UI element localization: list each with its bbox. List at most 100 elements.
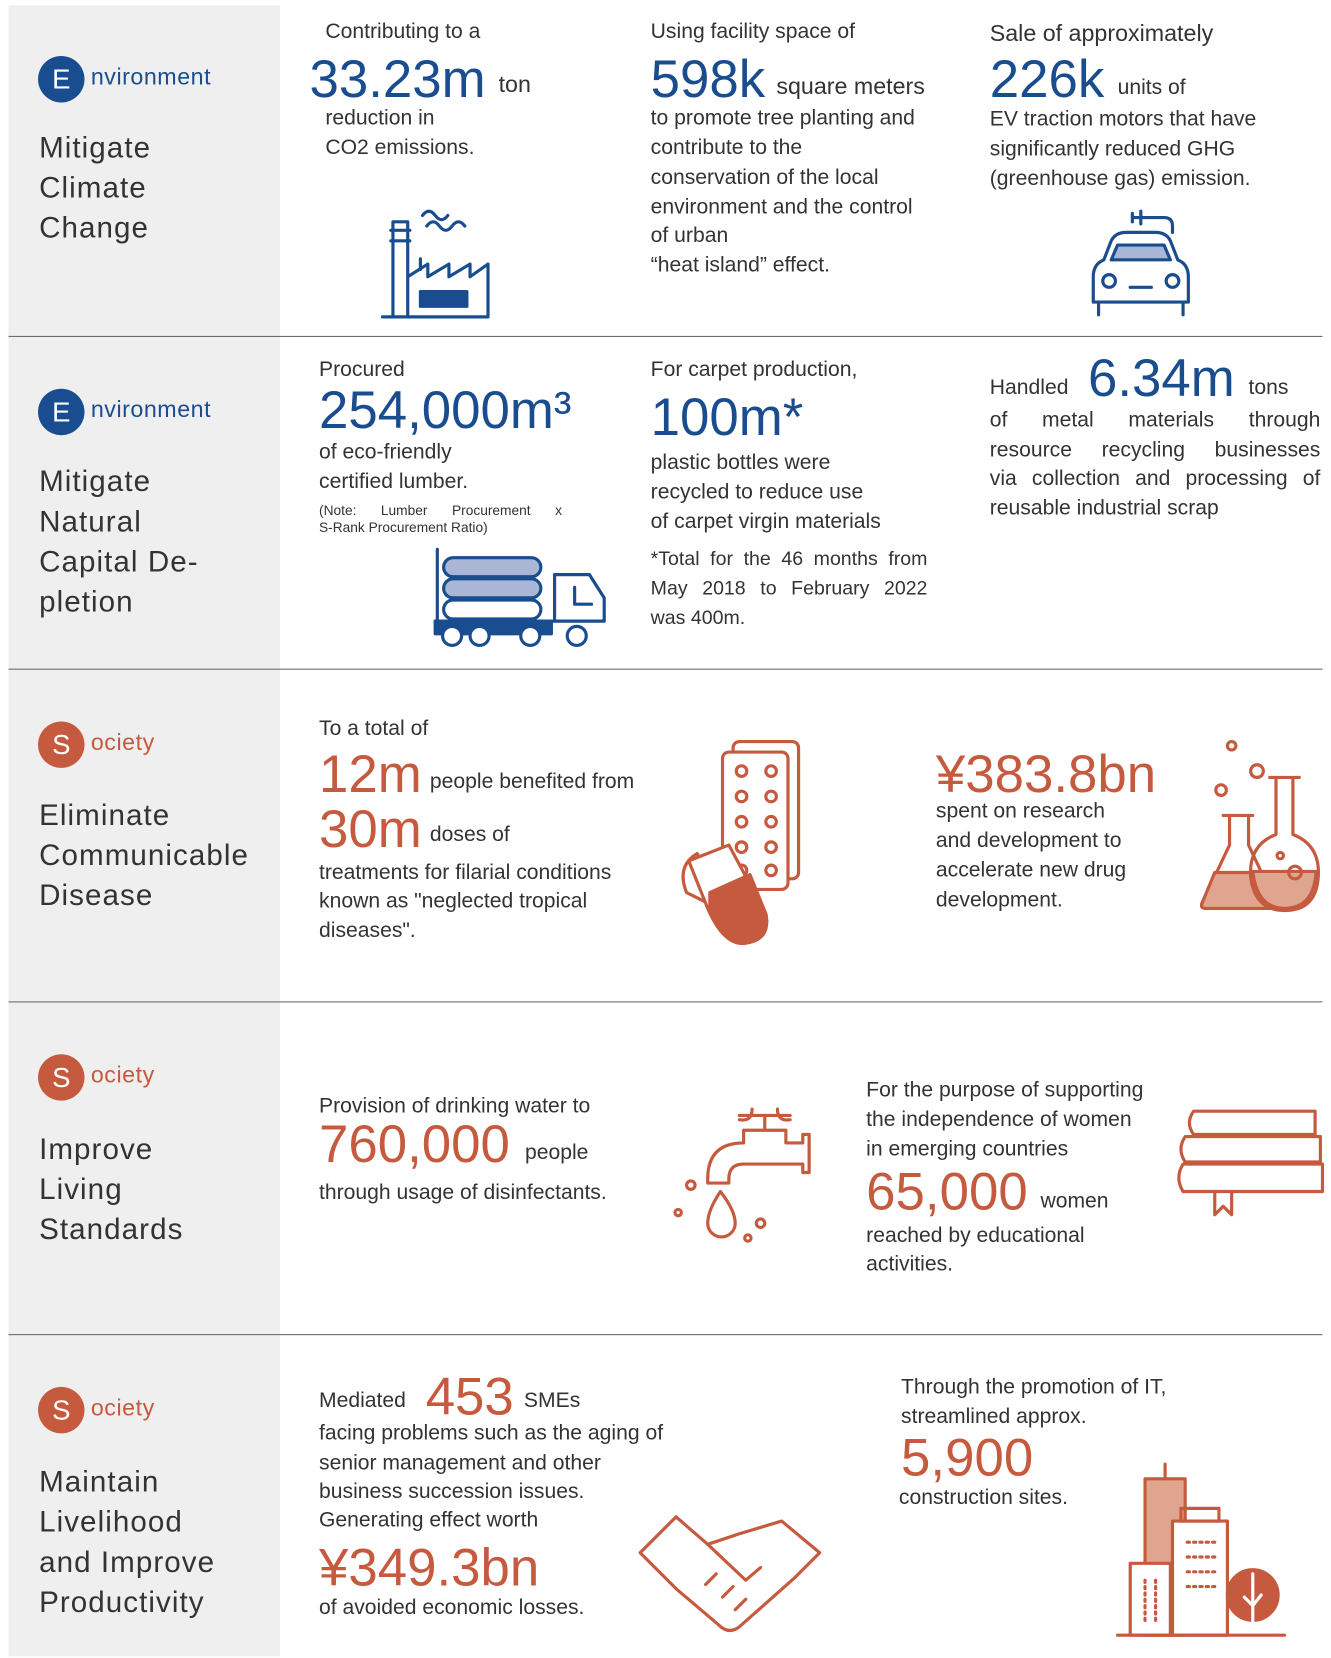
item-text: known as "neglected tropical	[319, 889, 588, 913]
item-text: To a total of	[319, 717, 429, 741]
item-text: CO2 emissions.	[325, 136, 475, 160]
badge-text: ociety	[90, 1061, 155, 1088]
item-text: business succession issues.	[319, 1479, 585, 1504]
item-text: square meters	[776, 72, 925, 100]
left-column	[8, 5, 280, 1657]
item-text: SMEs	[523, 1389, 581, 1413]
key-figure: 226k	[989, 49, 1105, 109]
separator	[8, 335, 1323, 337]
item-text: Provision of drinking water to	[319, 1094, 591, 1118]
flask-icon	[1199, 739, 1320, 913]
separator	[8, 668, 1323, 670]
item-text: S-Rank Procurement Ratio)	[319, 519, 488, 536]
row-title: Climate	[39, 171, 147, 204]
item-text: EV traction motors that have	[989, 107, 1257, 131]
factory-icon	[380, 209, 490, 319]
item-text: of urban	[650, 223, 729, 248]
item-text: diseases".	[319, 918, 416, 943]
badge-text: ociety	[90, 1394, 155, 1421]
item-text: contribute to the	[650, 136, 803, 160]
item-text: via collection and processing of	[989, 466, 1321, 491]
row-title: Mitigate	[39, 130, 152, 164]
item-text: For carpet production,	[650, 358, 858, 382]
row-title: Change	[39, 211, 150, 245]
item-text: Contributing to a	[325, 20, 481, 44]
item-text: of avoided economic losses.	[319, 1596, 585, 1620]
badge-text: nvironment	[90, 63, 212, 90]
key-figure: 760,000	[319, 1114, 510, 1174]
item-text: significantly reduced GHG	[989, 137, 1236, 161]
item-text: Procured	[319, 358, 405, 382]
row-title: Livelihood	[39, 1505, 183, 1538]
item-text: Mediated	[319, 1389, 406, 1413]
item-text: recycled to reduce use	[650, 480, 864, 504]
item-text: resource recycling businesses	[989, 438, 1321, 462]
badge-letter: E	[38, 388, 85, 436]
item-text: activities.	[866, 1252, 954, 1277]
truck-icon	[433, 547, 606, 647]
item-text: May 2018 to February 2022	[650, 576, 928, 599]
badge-letter: S	[38, 721, 85, 768]
row-title: Capital De-	[39, 545, 199, 578]
item-text: women	[1040, 1189, 1109, 1213]
item-text: Through the promotion of IT,	[901, 1375, 1167, 1399]
item-text: treatments for filarial conditions	[319, 860, 612, 885]
key-figure: 453	[425, 1366, 514, 1427]
item-text: plastic bottles were	[650, 451, 831, 475]
item-text: (Note: Lumber Procurement x	[319, 502, 562, 519]
item-text: was 400m.	[650, 606, 746, 629]
item-text: development.	[935, 888, 1063, 912]
row-title: and Improve	[39, 1545, 216, 1579]
badge-letter: S	[38, 1054, 85, 1101]
item-text: reduction in	[325, 106, 435, 130]
row-title: Productivity	[39, 1585, 205, 1619]
row-title: Standards	[39, 1212, 184, 1246]
key-figure: ¥383.8bn	[935, 744, 1157, 804]
item-text: certified lumber.	[319, 470, 469, 494]
item-text: (greenhouse gas) emission.	[989, 166, 1251, 191]
item-text: in emerging countries	[866, 1137, 1069, 1161]
badge-text: ociety	[90, 728, 155, 756]
item-text: “heat island” effect.	[650, 253, 830, 277]
item-text: Using facility space of	[650, 20, 855, 44]
key-figure: 65,000	[866, 1161, 1028, 1222]
separator	[8, 1334, 1323, 1336]
item-text: ton	[498, 70, 531, 98]
badge-letter: E	[38, 55, 85, 103]
key-figure: ¥349.3bn	[319, 1537, 540, 1598]
item-text: units of	[1117, 76, 1186, 100]
row-title: Maintain	[39, 1465, 160, 1498]
row-title: pletion	[39, 585, 134, 618]
item-text: and development to	[935, 829, 1122, 853]
separator	[8, 1001, 1323, 1003]
books-icon	[1177, 1109, 1325, 1217]
row-title: Improve	[39, 1132, 154, 1166]
item-text: of eco-friendly	[319, 440, 452, 464]
key-figure: 30m	[319, 799, 422, 859]
key-figure: 12m	[319, 744, 422, 804]
item-text: For the purpose of supporting	[866, 1078, 1144, 1102]
item-text: environment and the control	[650, 195, 913, 219]
item-text: Sale of approximately	[989, 20, 1214, 47]
item-text: Generating effect worth	[319, 1508, 539, 1532]
key-figure: 6.34m	[1087, 348, 1235, 408]
row-title: Natural	[39, 504, 142, 538]
item-text: Handled	[989, 376, 1069, 400]
key-figure: 254,000m³	[319, 380, 572, 440]
car-icon	[1091, 209, 1190, 317]
item-text: of metal materials through	[989, 408, 1321, 433]
item-text: people benefited from	[429, 770, 635, 794]
buildings-icon	[1115, 1462, 1287, 1637]
key-figure: 33.23m	[309, 49, 486, 109]
item-text: facing problems such as the aging of	[319, 1421, 664, 1446]
item-text: through usage of disinfectants.	[319, 1180, 607, 1205]
pills-icon	[681, 739, 801, 945]
row-title: Communicable	[39, 838, 250, 872]
item-text: accelerate new drug	[935, 858, 1127, 883]
item-text: reached by educational	[866, 1224, 1085, 1248]
key-figure: 5,900	[901, 1428, 1034, 1488]
item-text: the independence of women	[866, 1108, 1132, 1132]
badge-text: nvironment	[90, 396, 212, 423]
